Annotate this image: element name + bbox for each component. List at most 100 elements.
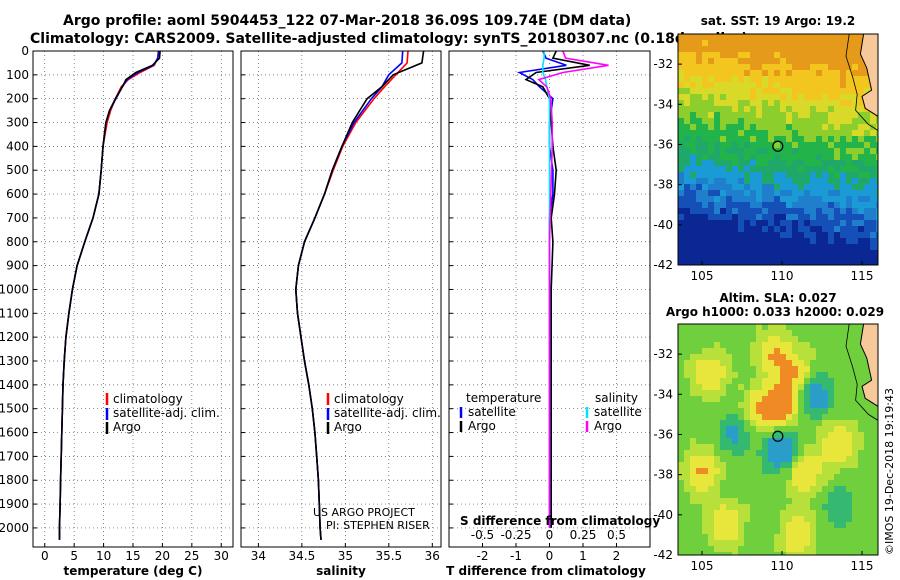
map-cell xyxy=(786,154,793,161)
map-cell xyxy=(696,262,703,265)
map-cell xyxy=(816,178,823,185)
map-cell xyxy=(858,76,865,83)
map-xtick-label: 115 xyxy=(851,269,874,283)
map-cell xyxy=(858,540,865,547)
map-cell xyxy=(852,112,859,119)
map-cell xyxy=(876,262,878,265)
map-cell xyxy=(774,208,781,215)
map-cell xyxy=(720,244,727,251)
map-cell xyxy=(828,148,835,155)
map-cell xyxy=(834,348,841,355)
map-cell xyxy=(720,516,727,523)
map-cell xyxy=(822,462,829,469)
map-cell xyxy=(738,262,745,265)
map-cell xyxy=(708,226,715,233)
map-cell xyxy=(750,456,757,463)
map-cell xyxy=(732,166,739,173)
map-cell xyxy=(846,208,853,215)
map-cell xyxy=(798,492,805,499)
map-cell xyxy=(756,94,763,101)
map-cell xyxy=(852,52,859,59)
map-cell xyxy=(690,474,697,481)
map-cell xyxy=(684,244,691,251)
map-cell xyxy=(738,172,745,179)
map-cell xyxy=(756,196,763,203)
map-cell xyxy=(768,426,775,433)
map-cell xyxy=(822,330,829,337)
map-cell xyxy=(780,456,787,463)
map-cell xyxy=(732,184,739,191)
map-cell xyxy=(720,408,727,415)
map-cell xyxy=(756,372,763,379)
map-cell xyxy=(744,336,751,343)
map-cell xyxy=(714,330,721,337)
map-cell xyxy=(810,172,817,179)
map-cell xyxy=(756,438,763,445)
map-cell xyxy=(756,40,763,47)
map-cell xyxy=(708,528,715,535)
map-cell xyxy=(714,372,721,379)
map-cell xyxy=(780,70,787,77)
map-cell xyxy=(678,516,685,523)
map-cell xyxy=(756,342,763,349)
map-cell xyxy=(732,414,739,421)
map-cell xyxy=(774,540,781,547)
map-cell xyxy=(708,492,715,499)
map-cell xyxy=(774,498,781,505)
map-cell xyxy=(822,402,829,409)
map-cell xyxy=(852,366,859,373)
map-cell xyxy=(756,426,763,433)
map-cell xyxy=(816,366,823,373)
map-cell xyxy=(798,244,805,251)
map-cell xyxy=(732,172,739,179)
map-cell xyxy=(816,52,823,59)
map-cell xyxy=(810,100,817,107)
map-cell xyxy=(876,504,878,511)
map-cell xyxy=(756,462,763,469)
map-cell xyxy=(828,40,835,47)
map-cell xyxy=(876,522,878,529)
map-cell xyxy=(768,468,775,475)
map-cell xyxy=(720,504,727,511)
map-cell xyxy=(684,336,691,343)
map-cell xyxy=(678,262,685,265)
map-cell xyxy=(792,408,799,415)
map-cell xyxy=(798,528,805,535)
map-cell xyxy=(798,504,805,511)
map-cell xyxy=(798,486,805,493)
map-cell xyxy=(810,462,817,469)
map-cell xyxy=(732,498,739,505)
map-cell xyxy=(726,112,733,119)
map-cell xyxy=(804,112,811,119)
map-cell xyxy=(840,58,847,65)
map-cell xyxy=(804,402,811,409)
map-cell xyxy=(690,402,697,409)
map-cell xyxy=(708,64,715,71)
map-cell xyxy=(768,522,775,529)
map-cell xyxy=(750,184,757,191)
map-cell xyxy=(798,390,805,397)
map-cell xyxy=(726,184,733,191)
map-cell xyxy=(690,226,697,233)
map-cell xyxy=(792,414,799,421)
map-cell xyxy=(714,124,721,131)
map-cell xyxy=(744,148,751,155)
map-cell xyxy=(702,106,709,113)
map-cell xyxy=(828,462,835,469)
map-cell xyxy=(846,40,853,47)
map-cell xyxy=(792,390,799,397)
map-cell xyxy=(744,124,751,131)
map-cell xyxy=(852,166,859,173)
map-cell xyxy=(864,378,871,385)
map-cell xyxy=(876,516,878,523)
map-cell xyxy=(846,238,853,245)
map-cell xyxy=(852,226,859,233)
map-cell xyxy=(696,154,703,161)
map-cell xyxy=(822,250,829,257)
map-cell xyxy=(822,498,829,505)
map-cell xyxy=(690,324,697,331)
map-cell xyxy=(696,118,703,125)
map-cell xyxy=(834,480,841,487)
map-cell xyxy=(726,160,733,167)
map-cell xyxy=(816,226,823,233)
